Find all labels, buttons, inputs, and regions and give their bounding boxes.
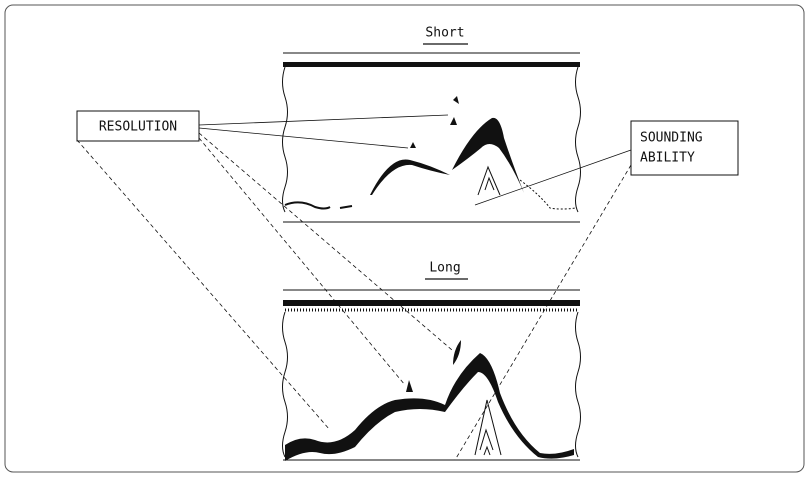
panel-edge [282, 66, 288, 213]
panel-edge [575, 66, 581, 213]
long-label: Long [429, 261, 460, 276]
panel-edge [282, 311, 288, 458]
resolution-label: RESOLUTION [99, 120, 177, 135]
sidelobe [474, 399, 502, 456]
long-panel: Long [282, 261, 581, 461]
transmission-line [283, 300, 580, 306]
sounding-label: ABILITY [640, 151, 695, 166]
short-panel: Short [282, 26, 581, 223]
fish-echo [410, 96, 459, 148]
short-label: Short [425, 26, 464, 41]
resolution-box [76, 110, 200, 142]
peak-echo [452, 117, 524, 193]
sounding-label: SOUNDING [640, 131, 703, 146]
sidelobe [477, 165, 501, 196]
leader-lines [76, 114, 632, 461]
fish-echo [406, 340, 461, 392]
hill-echo [370, 159, 450, 195]
transmission-line [283, 62, 580, 67]
frame [4, 4, 805, 473]
bottom-echo [285, 353, 574, 461]
tail-echo [519, 179, 577, 210]
bottom-echo [284, 201, 353, 210]
sounding-box [630, 120, 739, 176]
panel-edge [575, 311, 581, 458]
